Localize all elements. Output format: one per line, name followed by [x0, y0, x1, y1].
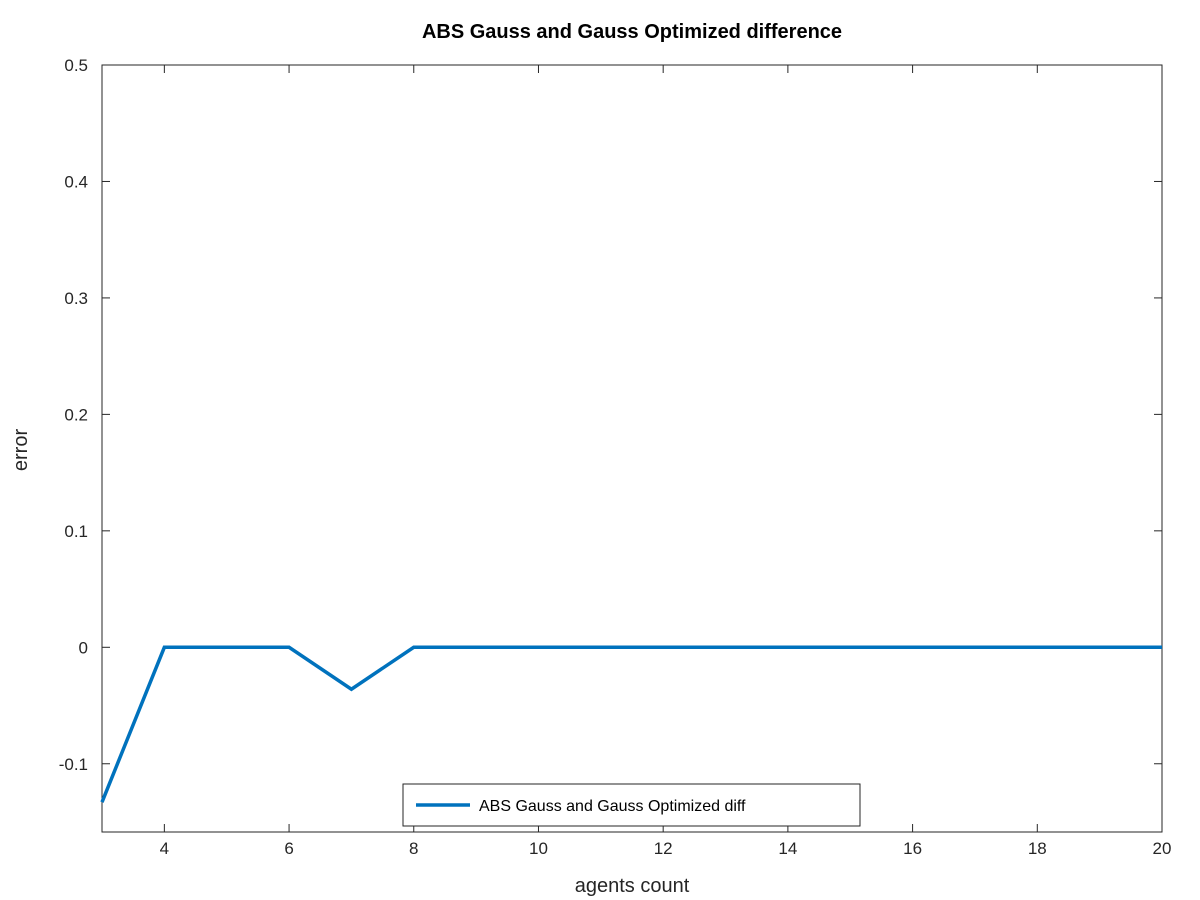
legend: ABS Gauss and Gauss Optimized diff	[402, 783, 861, 827]
x-tick-label-8: 20	[1153, 839, 1172, 858]
x-tick-label-3: 10	[529, 839, 548, 858]
y-tick-label-2: 0.1	[64, 522, 88, 541]
y-tick-label-4: 0.3	[64, 289, 88, 308]
y-tick-label-1: 0	[79, 638, 88, 657]
x-axis-label: agents count	[575, 875, 690, 897]
chart-title: ABS Gauss and Gauss Optimized difference	[422, 21, 842, 43]
y-axis-label: error	[10, 429, 32, 472]
series-line	[100, 645, 1162, 803]
x-tick-label-1: 6	[284, 839, 293, 858]
legend-entry: ABS Gauss and Gauss Optimized diff	[479, 798, 746, 815]
x-tick-label-4: 12	[654, 839, 673, 858]
x-tick-label-6: 16	[903, 839, 922, 858]
x-tick-label-0: 4	[160, 839, 169, 858]
y-tick-label-6: 0.5	[64, 56, 88, 75]
legend-box	[402, 783, 861, 827]
y-tick-label-0: -0.1	[59, 755, 88, 774]
y-tick-label-3: 0.2	[64, 405, 88, 424]
tick-labels: 4 6 8 10 12 14 16 18 20 -0.1 0 0.1 0.2 0.3 0.4 0.5	[59, 56, 1172, 858]
plot-area	[101, 64, 1163, 833]
x-tick-label-5: 14	[778, 839, 797, 858]
x-tick-label-7: 18	[1028, 839, 1047, 858]
y-tick-label-5: 0.4	[64, 172, 88, 191]
x-tick-label-2: 8	[409, 839, 418, 858]
